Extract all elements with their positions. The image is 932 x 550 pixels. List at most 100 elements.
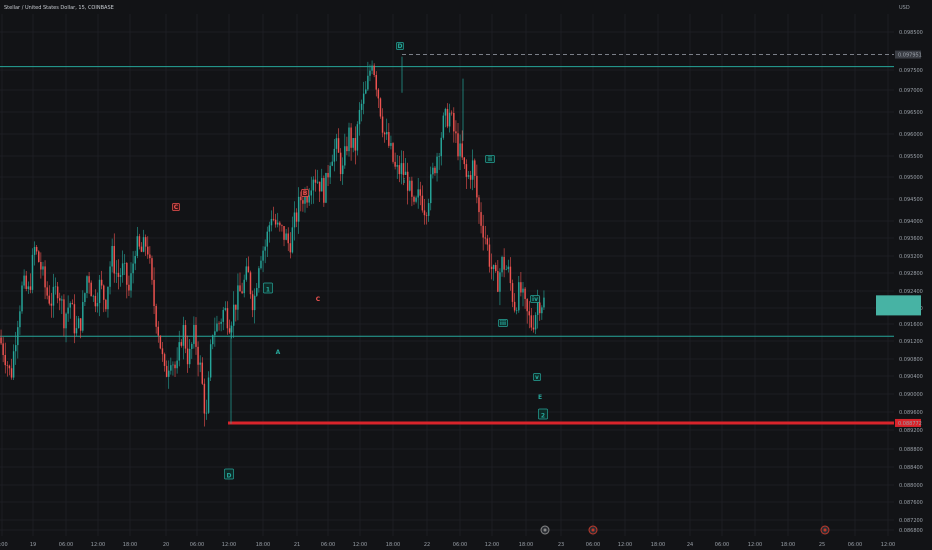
candle-body (406, 171, 409, 191)
candle-body (427, 203, 430, 216)
x-tick-label: 18:00 (386, 542, 400, 548)
candle-body (277, 222, 279, 225)
wave-label: v (535, 374, 539, 381)
y-tick-label: 0.090000 (899, 392, 923, 398)
candle-body (536, 302, 539, 315)
candle-body (134, 255, 136, 264)
candle-body (360, 103, 363, 110)
chart-title: Stellar / United States Dollar, 15, COIN… (4, 5, 114, 11)
candle-body (126, 263, 128, 285)
candle-body (94, 295, 97, 307)
candle-body (103, 285, 105, 300)
candle-body (172, 364, 174, 366)
candle-body (482, 225, 484, 238)
candle-body (163, 354, 166, 366)
candle-body (157, 326, 159, 336)
x-tick-label: 12:00 (353, 542, 367, 548)
candle-body (207, 377, 210, 413)
candle-body (304, 192, 306, 204)
candle-body (96, 303, 99, 307)
candle-body (84, 293, 86, 303)
candle-body (73, 304, 76, 334)
x-tick-label: 18:00 (256, 542, 270, 548)
low-price-marker-label: 0.088772 (898, 421, 922, 427)
candle-body (300, 196, 302, 201)
candle-body (153, 279, 155, 307)
horizontal-levels[interactable] (0, 54, 894, 425)
candle-body (337, 138, 340, 153)
y-tick-label: 0.097500 (899, 68, 923, 74)
wave-label: ii (488, 156, 492, 163)
y-tick-label: 0.088000 (899, 483, 923, 489)
wave-label-box (172, 203, 180, 211)
y-tick-label: 0.094500 (899, 197, 923, 203)
candle-body (528, 311, 531, 316)
event-markers[interactable] (540, 525, 830, 535)
candle-body (539, 302, 541, 314)
candle-body (117, 272, 120, 277)
candle-body (507, 266, 510, 270)
candle-body (212, 335, 214, 345)
candle-body (182, 325, 185, 346)
y-tick-label: 0.086800 (899, 528, 923, 534)
candle-body (478, 197, 480, 213)
candle-body (77, 318, 80, 329)
candle-body (346, 146, 348, 152)
wave-label-box (396, 42, 404, 50)
candle-body (316, 181, 319, 183)
candle-body (98, 279, 101, 304)
candle-body (513, 301, 516, 311)
price-scale[interactable]: 0.098500 0.097500 0.097000 0.096500 0.096000… (876, 30, 923, 534)
y-tick-label: 0.098500 (899, 30, 923, 36)
candle-body (436, 156, 438, 174)
candle-body (396, 165, 398, 167)
x-tick-label: 21 (294, 542, 300, 548)
wave-label-box (301, 189, 309, 197)
candle-body (306, 192, 308, 203)
candle-body (170, 365, 172, 371)
candle-body (42, 266, 44, 270)
wave-label: iv (532, 296, 538, 303)
candle-body (176, 360, 178, 369)
x-tick-label: 06:00 (586, 542, 600, 548)
candle-body (323, 178, 325, 203)
y-tick-label: 0.089600 (899, 410, 923, 416)
event-icon-dot (543, 528, 547, 532)
candle-body (404, 171, 407, 175)
candle-body (379, 98, 382, 117)
x-tick-label: 24 (687, 542, 693, 548)
wave-label: C (174, 204, 179, 211)
candle-body (113, 246, 115, 274)
y-tick-label: 0.092400 (899, 289, 923, 295)
wave-label: i (403, 178, 405, 185)
current-price-box (876, 295, 921, 316)
candle-body (522, 288, 524, 293)
candle-body (0, 337, 2, 344)
candle-body (518, 282, 520, 311)
x-tick-label: 06:00 (59, 542, 73, 548)
candle-body (402, 163, 405, 175)
candle-body (465, 164, 468, 177)
candle-body (10, 368, 13, 378)
candle-body (230, 325, 233, 333)
x-tick-label: 12:00 (485, 542, 499, 548)
wave-label: 2 (541, 413, 545, 420)
time-scale[interactable]: 3:00 19 06:00 12:00 18:00 20 06:00 12:00 18:00 21… (0, 542, 895, 548)
candle-body (484, 237, 486, 239)
candle-body (65, 313, 67, 329)
candle-body (260, 260, 262, 269)
candle-body (75, 328, 78, 334)
high-price-marker (895, 50, 921, 59)
candle-body (121, 263, 124, 276)
candle-body (534, 314, 537, 330)
candle-body (132, 263, 134, 274)
candle-body (180, 342, 183, 346)
candle-body (86, 276, 88, 294)
x-tick-label: 23 (558, 542, 564, 548)
candle-body (205, 412, 208, 414)
candle-body (268, 225, 271, 232)
x-tick-label: 25 (819, 542, 825, 548)
candle-body (193, 324, 195, 344)
